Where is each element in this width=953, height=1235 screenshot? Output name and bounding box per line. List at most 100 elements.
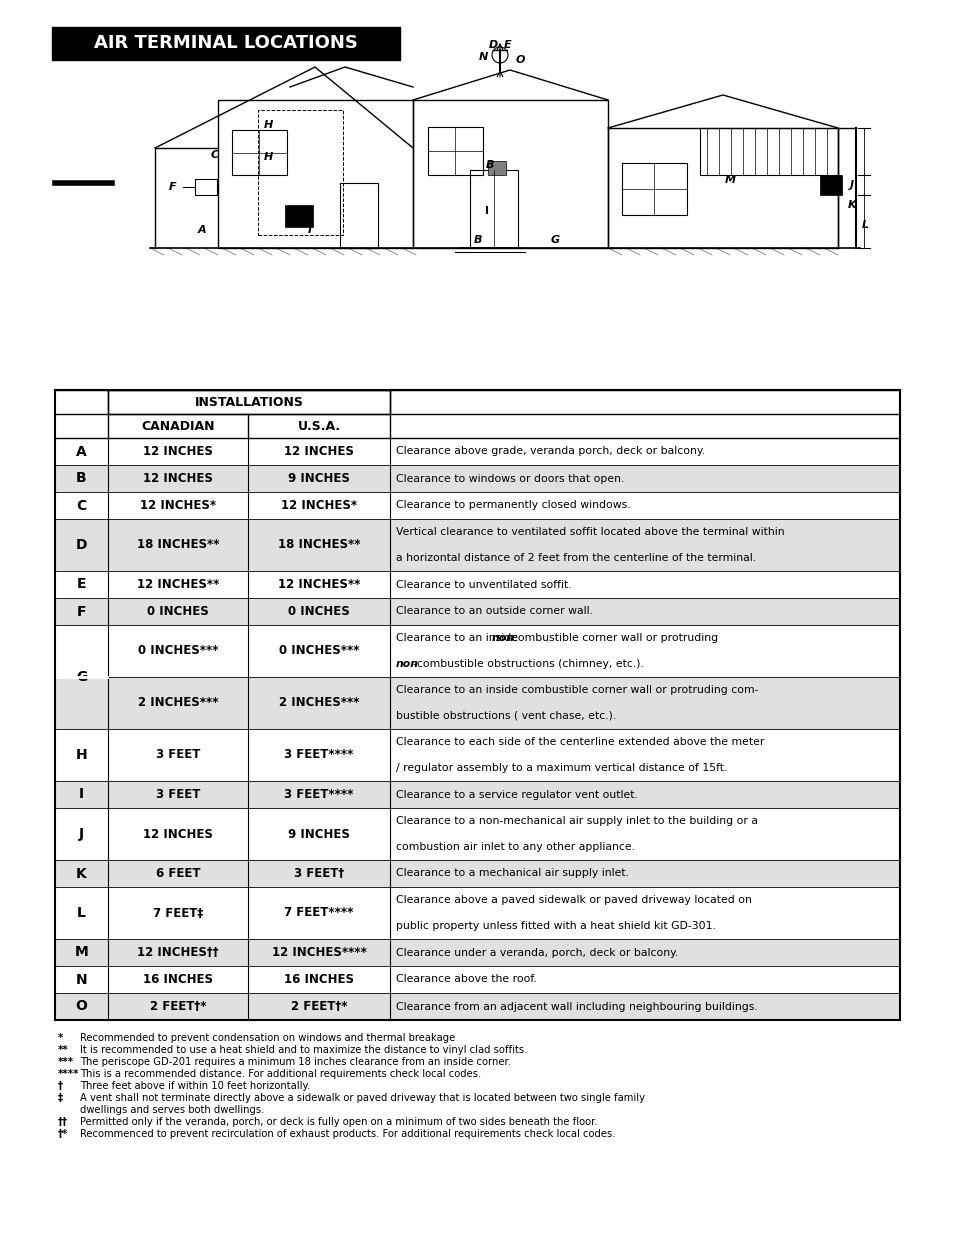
Text: It is recommended to use a heat shield and to maximize the distance to vinyl cla: It is recommended to use a heat shield a… xyxy=(80,1045,527,1055)
Text: Clearance above grade, veranda porch, deck or balcony.: Clearance above grade, veranda porch, de… xyxy=(395,447,704,457)
Text: 16 INCHES: 16 INCHES xyxy=(284,973,354,986)
Text: bustible obstructions ( vent chase, etc.).: bustible obstructions ( vent chase, etc.… xyxy=(395,711,616,721)
Text: F: F xyxy=(76,604,86,619)
Text: A: A xyxy=(76,445,87,458)
Text: 0 INCHES***: 0 INCHES*** xyxy=(278,645,359,657)
Bar xyxy=(108,390,390,414)
Text: AIR TERMINAL LOCATIONS: AIR TERMINAL LOCATIONS xyxy=(94,35,357,53)
Text: O: O xyxy=(515,56,524,65)
Text: ***: *** xyxy=(58,1057,74,1067)
Text: 12 INCHES**: 12 INCHES** xyxy=(136,578,219,592)
Bar xyxy=(55,677,899,729)
Text: 2 INCHES***: 2 INCHES*** xyxy=(278,697,359,709)
Text: non: non xyxy=(491,634,514,643)
Bar xyxy=(470,170,517,248)
Text: 12 INCHES: 12 INCHES xyxy=(143,445,213,458)
Bar xyxy=(257,110,343,235)
Text: H: H xyxy=(263,120,273,130)
Bar xyxy=(55,939,899,966)
Text: a horizontal distance of 2 feet from the centerline of the terminal.: a horizontal distance of 2 feet from the… xyxy=(395,553,756,563)
Text: The periscope GD-201 requires a minimum 18 inches clearance from an inside corne: The periscope GD-201 requires a minimum … xyxy=(80,1057,511,1067)
Text: Clearance to an outside corner wall.: Clearance to an outside corner wall. xyxy=(395,606,593,616)
Text: ††: †† xyxy=(58,1116,68,1128)
Text: L: L xyxy=(861,220,867,230)
Bar xyxy=(55,571,899,598)
Text: Three feet above if within 10 feet horizontally.: Three feet above if within 10 feet horiz… xyxy=(80,1081,310,1091)
Text: K: K xyxy=(847,200,856,210)
Text: 0 INCHES: 0 INCHES xyxy=(147,605,209,618)
Text: 3 FEET****: 3 FEET**** xyxy=(284,748,354,762)
Text: L: L xyxy=(77,906,86,920)
Text: †: † xyxy=(58,1081,63,1091)
Text: Clearance to a non-mechanical air supply inlet to the building or a: Clearance to a non-mechanical air supply… xyxy=(395,816,758,826)
Bar xyxy=(55,519,899,571)
Text: A: A xyxy=(197,225,206,235)
Text: 12 INCHES*: 12 INCHES* xyxy=(140,499,215,513)
Text: Permitted only if the veranda, porch, or deck is fully open on a minimum of two : Permitted only if the veranda, porch, or… xyxy=(80,1116,597,1128)
Text: 7 FEET****: 7 FEET**** xyxy=(284,906,354,920)
Text: B: B xyxy=(485,161,494,170)
Text: ****: **** xyxy=(58,1070,79,1079)
Text: 0 INCHES: 0 INCHES xyxy=(288,605,350,618)
Text: 12 INCHES††: 12 INCHES†† xyxy=(137,946,218,960)
Text: E: E xyxy=(76,578,86,592)
Text: 18 INCHES**: 18 INCHES** xyxy=(136,538,219,552)
Bar xyxy=(488,161,505,175)
Bar xyxy=(55,438,899,466)
Bar xyxy=(339,183,377,248)
Bar xyxy=(52,27,399,61)
Text: Clearance above a paved sidewalk or paved driveway located on: Clearance above a paved sidewalk or pave… xyxy=(395,895,751,905)
Text: J: J xyxy=(79,827,84,841)
Text: I: I xyxy=(308,225,312,235)
Text: 3 FEET: 3 FEET xyxy=(155,788,200,802)
Bar xyxy=(55,390,899,414)
Text: 9 INCHES: 9 INCHES xyxy=(288,472,350,485)
Text: 18 INCHES**: 18 INCHES** xyxy=(277,538,360,552)
Text: I: I xyxy=(79,788,84,802)
Text: G: G xyxy=(550,235,559,245)
Text: Recommenced to prevent recirculation of exhaust products. For additional require: Recommenced to prevent recirculation of … xyxy=(80,1129,615,1139)
Bar xyxy=(820,175,841,195)
Text: Clearance to an inside: Clearance to an inside xyxy=(395,634,521,643)
Bar xyxy=(55,390,899,1020)
Text: 12 INCHES****: 12 INCHES**** xyxy=(272,946,366,960)
Bar xyxy=(285,205,313,227)
Text: 3 FEET****: 3 FEET**** xyxy=(284,788,354,802)
Text: 9 INCHES: 9 INCHES xyxy=(288,827,350,841)
Text: U.S.A.: U.S.A. xyxy=(297,420,340,432)
Text: C: C xyxy=(211,149,219,161)
Bar xyxy=(413,100,607,248)
Text: 3 FEET: 3 FEET xyxy=(155,748,200,762)
Text: E: E xyxy=(503,40,511,49)
Text: M: M xyxy=(723,175,735,185)
Bar xyxy=(700,128,837,175)
Text: 2 INCHES***: 2 INCHES*** xyxy=(137,697,218,709)
Text: dwellings and serves both dwellings.: dwellings and serves both dwellings. xyxy=(80,1105,264,1115)
Text: 12 INCHES: 12 INCHES xyxy=(143,827,213,841)
Text: 2 FEET†*: 2 FEET†* xyxy=(291,1000,347,1013)
Text: M: M xyxy=(74,946,89,960)
Bar xyxy=(55,860,899,887)
Text: This is a recommended distance. For additional requirements check local codes.: This is a recommended distance. For addi… xyxy=(80,1070,480,1079)
Text: G: G xyxy=(75,671,87,684)
Bar xyxy=(55,729,899,781)
Text: non: non xyxy=(395,659,418,669)
Text: CANADIAN: CANADIAN xyxy=(141,420,214,432)
Text: public property unless fitted with a heat shield kit GD-301.: public property unless fitted with a hea… xyxy=(395,921,715,931)
Bar xyxy=(55,993,899,1020)
Text: D: D xyxy=(75,538,87,552)
Text: B: B xyxy=(474,235,482,245)
Text: Clearance to windows or doors that open.: Clearance to windows or doors that open. xyxy=(395,473,623,483)
Text: K: K xyxy=(76,867,87,881)
Text: N: N xyxy=(477,52,487,62)
Text: O: O xyxy=(75,999,88,1014)
Text: B: B xyxy=(76,472,87,485)
Text: Recommended to prevent condensation on windows and thermal breakage: Recommended to prevent condensation on w… xyxy=(80,1032,455,1044)
Bar xyxy=(621,163,686,215)
Text: H: H xyxy=(75,748,88,762)
Text: J: J xyxy=(849,180,853,190)
Text: Clearance to unventilated soffit.: Clearance to unventilated soffit. xyxy=(395,579,571,589)
Text: Clearance to each side of the centerline extended above the meter: Clearance to each side of the centerline… xyxy=(395,737,763,747)
Text: A vent shall not terminate directly above a sidewalk or paved driveway that is l: A vent shall not terminate directly abov… xyxy=(80,1093,644,1103)
Text: INSTALLATIONS: INSTALLATIONS xyxy=(194,395,303,409)
